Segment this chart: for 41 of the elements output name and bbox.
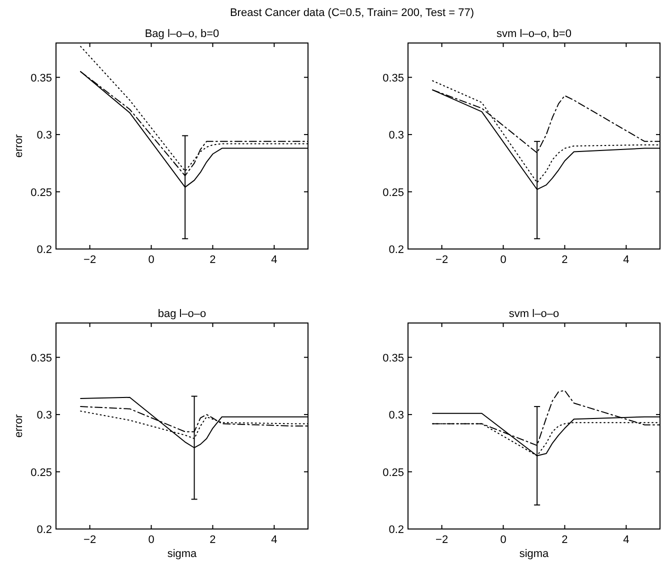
x-tick-label: 4 bbox=[623, 254, 630, 266]
x-tick-label: 2 bbox=[210, 254, 216, 266]
x-tick-label: −2 bbox=[84, 534, 96, 546]
y-tick-label: 0.25 bbox=[30, 466, 52, 479]
y-tick-label: 0.3 bbox=[36, 410, 52, 422]
y-tick-label: 0.25 bbox=[382, 186, 404, 199]
chart-title: bag l–o–o bbox=[158, 308, 206, 320]
y-tick-label: 0.3 bbox=[388, 410, 404, 422]
x-tick-label: 2 bbox=[210, 534, 216, 546]
chart-subtitle: Bag l–o–o, b=0 bbox=[144, 28, 220, 40]
x-tick-label: 0 bbox=[500, 534, 506, 546]
y-axis-title: error bbox=[13, 414, 25, 438]
x-axis-title: sigma bbox=[167, 548, 198, 560]
y-tick-label: 0.2 bbox=[388, 524, 404, 536]
y-tick-label: 0.25 bbox=[382, 466, 404, 479]
x-tick-label: 4 bbox=[271, 534, 278, 546]
x-tick-label: 0 bbox=[148, 254, 154, 266]
y-tick-label: 0.2 bbox=[36, 524, 52, 536]
y-tick-label: 0.35 bbox=[382, 352, 404, 364]
text: Breast Cancer data (C=0.5, Train= 200, Test = 77) bbox=[230, 7, 474, 19]
y-tick-label: 0.35 bbox=[382, 72, 404, 84]
x-tick-label: −2 bbox=[436, 254, 448, 266]
y-tick-label: 0.2 bbox=[36, 244, 52, 256]
y-tick-label: 0.35 bbox=[30, 72, 52, 84]
y-tick-label: 0.3 bbox=[36, 130, 52, 142]
x-tick-label: 4 bbox=[623, 534, 630, 546]
x-tick-label: −2 bbox=[84, 254, 96, 266]
x-tick-label: 0 bbox=[148, 534, 154, 546]
x-tick-label: 2 bbox=[562, 254, 568, 266]
y-tick-label: 0.3 bbox=[388, 130, 404, 142]
x-tick-label: 2 bbox=[562, 534, 568, 546]
x-tick-label: 0 bbox=[500, 254, 506, 266]
chart-title: svm l–o–o, b=0 bbox=[496, 28, 572, 40]
y-tick-label: 0.2 bbox=[388, 244, 404, 256]
x-tick-label: 4 bbox=[271, 254, 278, 266]
y-axis-title: error bbox=[13, 134, 25, 158]
x-tick-label: −2 bbox=[436, 534, 448, 546]
x-axis-title: sigma bbox=[519, 548, 550, 560]
y-tick-label: 0.35 bbox=[30, 352, 52, 364]
y-tick-label: 0.25 bbox=[30, 186, 52, 199]
chart-title: svm l–o–o bbox=[508, 308, 560, 320]
